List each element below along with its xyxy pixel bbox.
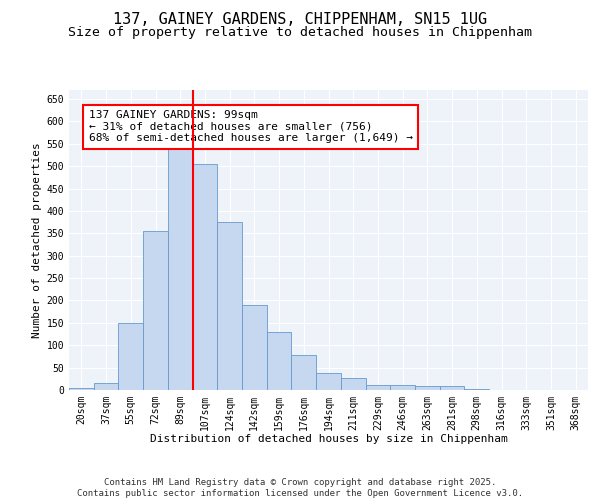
Bar [390, 384, 415, 390]
Bar [415, 386, 440, 390]
Bar [440, 386, 464, 390]
Bar [168, 148, 193, 390]
X-axis label: Distribution of detached houses by size in Chippenham: Distribution of detached houses by size … [149, 434, 508, 444]
Bar [143, 231, 168, 390]
Bar [94, 384, 118, 390]
Bar [193, 164, 217, 390]
Bar [365, 384, 390, 390]
Text: Contains HM Land Registry data © Crown copyright and database right 2025.
Contai: Contains HM Land Registry data © Crown c… [77, 478, 523, 498]
Bar [292, 355, 316, 390]
Bar [242, 305, 267, 390]
Text: Size of property relative to detached houses in Chippenham: Size of property relative to detached ho… [68, 26, 532, 39]
Bar [267, 332, 292, 390]
Bar [217, 222, 242, 390]
Bar [341, 378, 365, 390]
Y-axis label: Number of detached properties: Number of detached properties [32, 142, 43, 338]
Text: 137 GAINEY GARDENS: 99sqm
← 31% of detached houses are smaller (756)
68% of semi: 137 GAINEY GARDENS: 99sqm ← 31% of detac… [89, 110, 413, 144]
Bar [464, 389, 489, 390]
Bar [69, 388, 94, 390]
Text: 137, GAINEY GARDENS, CHIPPENHAM, SN15 1UG: 137, GAINEY GARDENS, CHIPPENHAM, SN15 1U… [113, 12, 487, 28]
Bar [316, 373, 341, 390]
Bar [118, 323, 143, 390]
